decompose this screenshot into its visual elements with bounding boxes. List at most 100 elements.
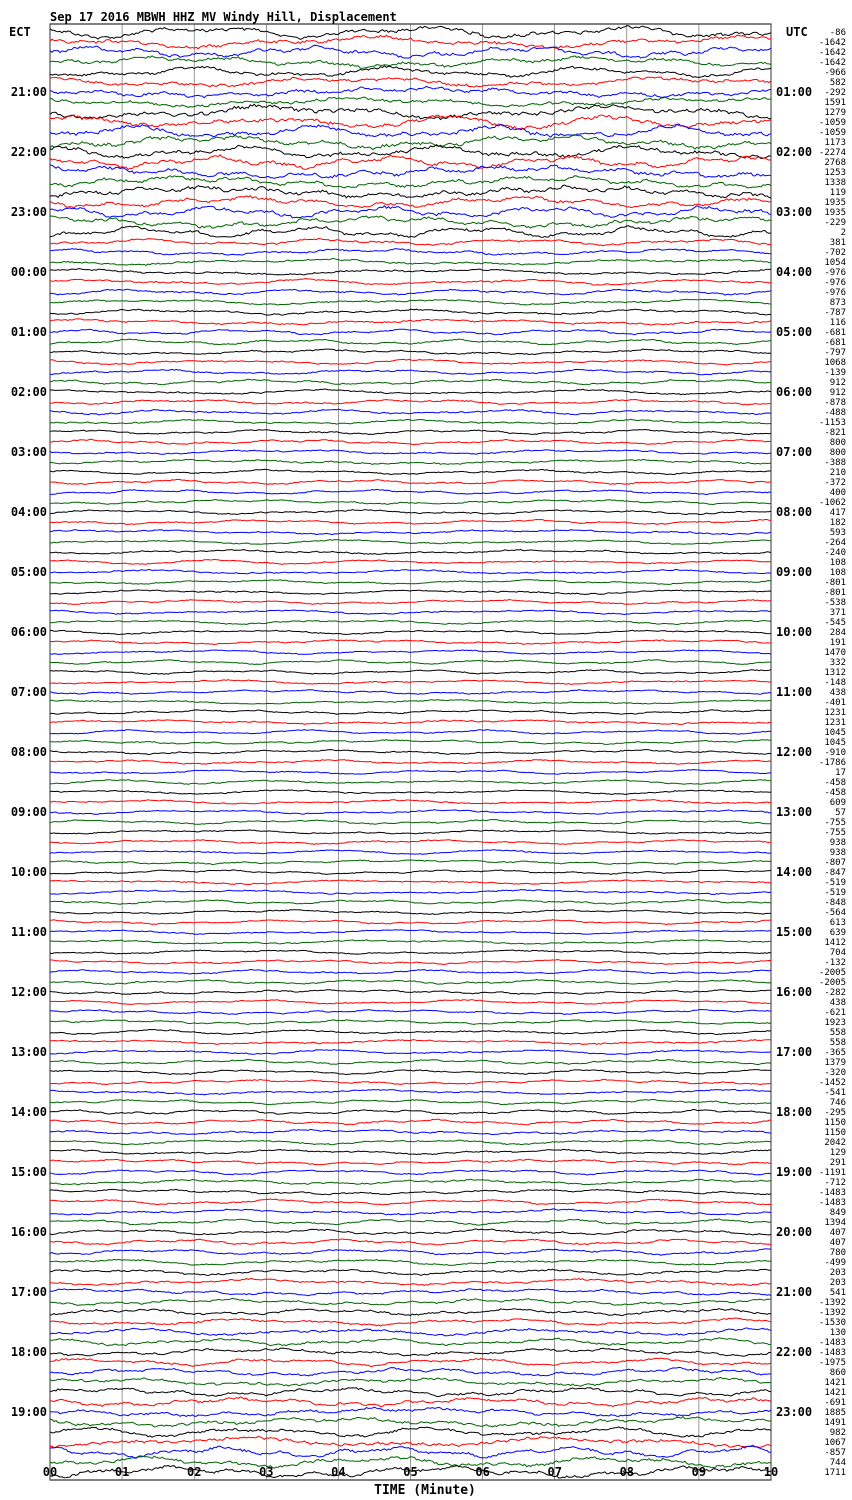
seismic-trace	[49, 968, 772, 975]
seismic-trace	[49, 719, 772, 725]
left-hour-label: 02:00	[11, 385, 47, 399]
trace-offset-label: 1935	[824, 198, 846, 208]
seismic-trace	[49, 428, 772, 436]
seismic-trace	[49, 999, 771, 1005]
trace-offset-label: 746	[830, 1098, 846, 1108]
seismic-trace	[49, 368, 772, 376]
trace-offset-label: -755	[824, 818, 846, 828]
seismic-trace	[49, 1268, 771, 1277]
trace-offset-label: -797	[824, 348, 846, 358]
trace-offset-label: 1923	[824, 1018, 846, 1028]
seismic-trace	[50, 1337, 771, 1347]
x-tick-label: 07	[547, 1465, 561, 1479]
seismic-trace	[49, 1347, 772, 1357]
left-hour-label: 18:00	[11, 1345, 47, 1359]
left-hour-label: 08:00	[11, 745, 47, 759]
trace-offset-label: 1045	[824, 738, 846, 748]
x-tick-label: 00	[43, 1465, 57, 1479]
right-hour-label: 23:00	[776, 1405, 812, 1419]
trace-offset-label: -1483	[819, 1338, 846, 1348]
seismic-trace	[49, 589, 772, 596]
trace-offset-label: 1470	[824, 648, 846, 658]
trace-offset-label: 210	[830, 468, 846, 478]
seismic-trace	[49, 1049, 772, 1055]
trace-offset-label: 417	[830, 508, 846, 518]
seismic-trace	[49, 408, 771, 416]
seismic-trace	[49, 649, 772, 655]
trace-offset-label: 203	[830, 1278, 846, 1288]
left-hour-label: 21:00	[11, 85, 47, 99]
seismic-trace	[49, 1158, 771, 1166]
trace-offset-label: 407	[830, 1228, 846, 1238]
trace-offset-label: 1394	[824, 1218, 846, 1228]
seismic-trace	[49, 898, 772, 905]
right-hour-label: 13:00	[776, 805, 812, 819]
seismic-trace	[49, 1415, 772, 1428]
trace-offset-label: -1191	[819, 1168, 846, 1178]
trace-offset-label: 1067	[824, 1438, 846, 1448]
seismic-trace	[49, 1069, 772, 1076]
seismic-trace	[49, 539, 772, 545]
x-axis-label: TIME (Minute)	[374, 1483, 476, 1498]
trace-offset-label: -1530	[819, 1318, 846, 1328]
seismic-trace	[49, 204, 772, 219]
trace-offset-label: 609	[830, 798, 846, 808]
seismic-trace	[49, 499, 772, 506]
seismic-trace	[50, 164, 772, 179]
trace-offset-label: 1231	[824, 708, 846, 718]
trace-offset-label: -1153	[819, 418, 846, 428]
trace-offset-label: 191	[830, 638, 846, 648]
trace-offset-label: 438	[830, 688, 846, 698]
trace-offset-label: 1591	[824, 98, 846, 108]
trace-offset-label: 1421	[824, 1388, 846, 1398]
trace-offset-label: 912	[830, 378, 846, 388]
trace-offset-label: 860	[830, 1368, 846, 1378]
seismic-trace	[49, 1078, 772, 1086]
trace-offset-label: -401	[824, 698, 846, 708]
trace-offset-label: -801	[824, 588, 846, 598]
seismic-trace	[49, 939, 772, 945]
trace-offset-label: 938	[830, 848, 846, 858]
left-hour-label: 04:00	[11, 505, 47, 519]
right-hour-label: 16:00	[776, 985, 812, 999]
trace-offset-label: -976	[824, 288, 846, 298]
seismic-trace	[49, 769, 771, 775]
x-tick-label: 09	[692, 1465, 706, 1479]
seismic-trace	[49, 134, 772, 151]
x-axis-ticks: 00 01 02 03 04 05 06 07 08 09 10	[43, 1465, 778, 1479]
trace-offset-label: 1711	[824, 1468, 846, 1478]
trace-offset-label: 1068	[824, 358, 846, 368]
trace-offset-label: 541	[830, 1288, 846, 1298]
trace-offset-label: -295	[824, 1108, 846, 1118]
seismic-trace	[49, 1307, 772, 1316]
trace-offset-label: -801	[824, 578, 846, 588]
seismic-trace	[49, 548, 772, 555]
seismic-trace	[49, 1178, 772, 1186]
x-tick-label: 03	[259, 1465, 273, 1479]
trace-offset-label: 407	[830, 1238, 846, 1248]
seismic-trace	[50, 348, 772, 356]
trace-offset-label: -976	[824, 268, 846, 278]
right-hour-label: 22:00	[776, 1345, 812, 1359]
seismic-trace	[49, 268, 772, 276]
trace-offset-label: 332	[830, 658, 846, 668]
trace-offset-label: -541	[824, 1088, 846, 1098]
trace-offset-label: -1642	[819, 38, 846, 48]
seismic-trace	[49, 388, 772, 396]
trace-offset-label: -712	[824, 1178, 846, 1188]
left-hour-label: 19:00	[11, 1405, 47, 1419]
left-hour-label: 05:00	[11, 565, 47, 579]
trace-offset-label: -691	[824, 1398, 846, 1408]
trace-offset-label: -264	[824, 538, 846, 548]
right-hour-label: 05:00	[776, 325, 812, 339]
seismic-trace	[49, 1088, 772, 1096]
seismic-trace	[49, 659, 772, 666]
seismic-trace	[49, 1258, 772, 1266]
time-grid	[49, 23, 772, 1481]
seismic-trace	[49, 1464, 772, 1479]
trace-offset-label: 1231	[824, 718, 846, 728]
trace-offset-label: -807	[824, 858, 846, 868]
trace-offset-label: 371	[830, 608, 846, 618]
left-hour-label: 15:00	[11, 1165, 47, 1179]
seismic-trace	[49, 96, 772, 108]
